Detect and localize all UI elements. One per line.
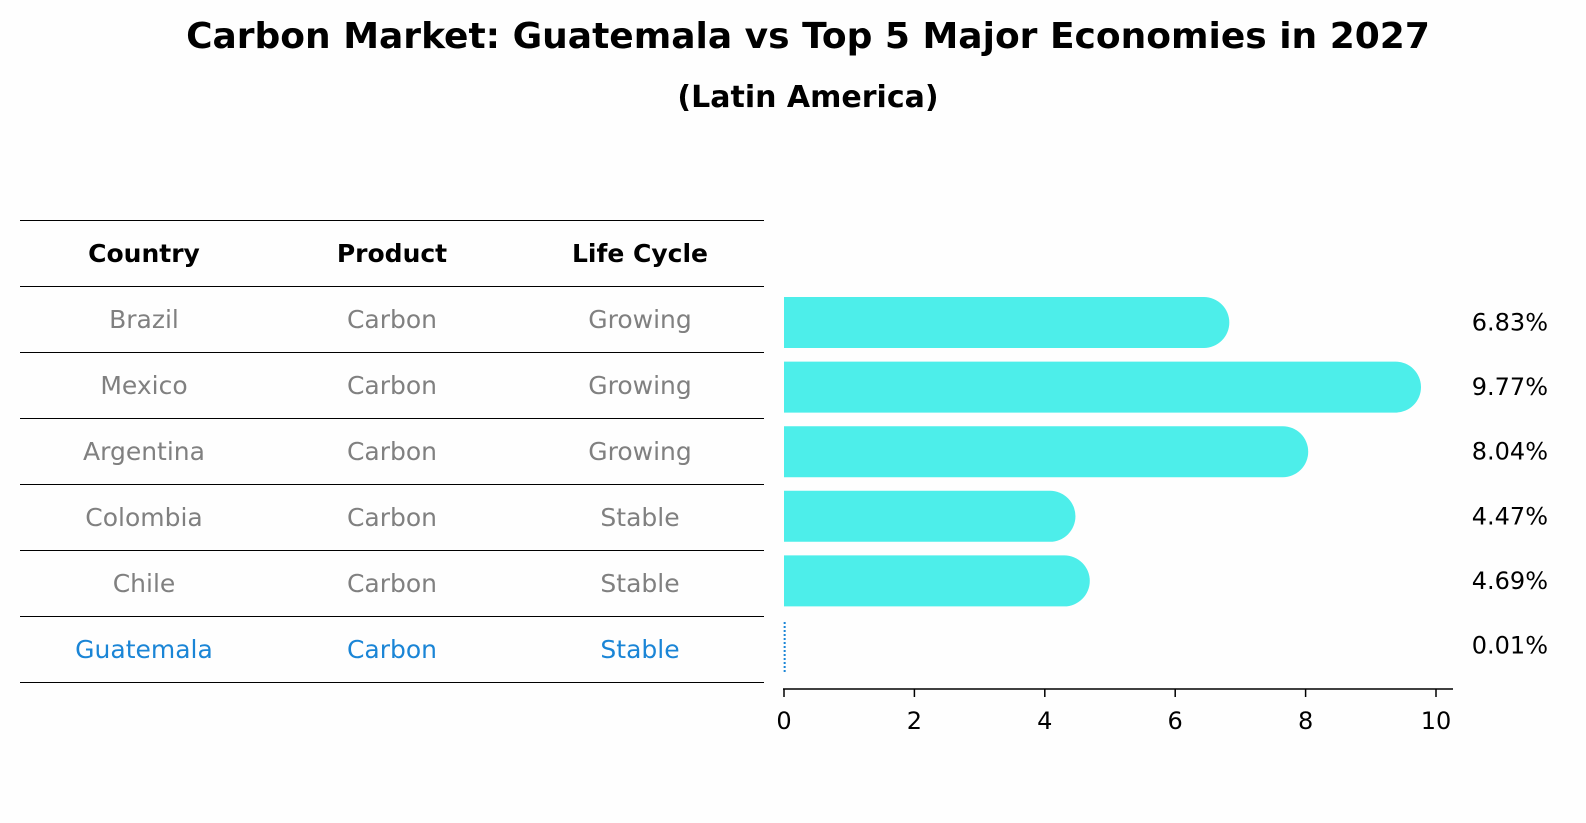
header-country: Country bbox=[88, 239, 200, 268]
table-row: Brazil Carbon Growing bbox=[20, 286, 764, 352]
bar-chile bbox=[784, 555, 1090, 607]
cell-product: Carbon bbox=[346, 437, 438, 466]
table-row-highlighted: Guatemala Carbon Stable bbox=[20, 616, 764, 683]
cell-country: Mexico bbox=[100, 371, 188, 400]
bar-brazil bbox=[784, 297, 1230, 348]
cell-product: Carbon bbox=[346, 569, 438, 598]
value-label: 9.77% bbox=[1472, 373, 1548, 401]
cell-life-cycle: Stable bbox=[600, 569, 680, 598]
table-header-row: Country Product Life Cycle bbox=[20, 220, 764, 286]
cell-life-cycle: Stable bbox=[600, 635, 680, 664]
cell-country: Argentina bbox=[83, 437, 205, 466]
cell-country: Guatemala bbox=[75, 635, 213, 664]
table-row: Argentina Carbon Growing bbox=[20, 418, 764, 484]
chart-subtitle: (Latin America) bbox=[677, 80, 939, 115]
cell-product: Carbon bbox=[346, 305, 438, 334]
bar-mexico bbox=[784, 361, 1422, 413]
cell-life-cycle: Stable bbox=[600, 503, 680, 532]
value-label: 8.04% bbox=[1472, 438, 1548, 466]
table-row: Chile Carbon Stable bbox=[20, 550, 764, 616]
table-row: Mexico Carbon Growing bbox=[20, 352, 764, 418]
cell-product: Carbon bbox=[346, 635, 438, 664]
value-label: 0.01% bbox=[1472, 632, 1548, 660]
cell-life-cycle: Growing bbox=[588, 437, 692, 466]
table-row: Colombia Carbon Stable bbox=[20, 484, 764, 550]
x-tick-label: 4 bbox=[1037, 707, 1052, 735]
cell-product: Carbon bbox=[346, 503, 438, 532]
x-tick-label: 8 bbox=[1298, 707, 1313, 735]
cell-product: Carbon bbox=[346, 371, 438, 400]
value-label: 4.69% bbox=[1472, 567, 1548, 595]
value-label: 6.83% bbox=[1472, 309, 1548, 337]
x-tick-label: 2 bbox=[907, 707, 922, 735]
value-label: 4.47% bbox=[1472, 502, 1548, 530]
header-product: Product bbox=[336, 239, 448, 268]
bar-colombia bbox=[784, 490, 1076, 542]
data-table: Country Product Life Cycle Brazil Carbon… bbox=[20, 220, 764, 683]
cell-life-cycle: Growing bbox=[588, 305, 692, 334]
cell-life-cycle: Growing bbox=[588, 371, 692, 400]
x-tick-label: 10 bbox=[1421, 707, 1452, 735]
header-life-cycle: Life Cycle bbox=[571, 239, 709, 268]
cell-country: Colombia bbox=[85, 503, 203, 532]
chart-title: Carbon Market: Guatemala vs Top 5 Major … bbox=[186, 16, 1430, 57]
cell-country: Chile bbox=[112, 569, 176, 598]
cell-country: Brazil bbox=[109, 305, 179, 334]
bar-argentina bbox=[784, 426, 1309, 478]
x-tick-label: 6 bbox=[1168, 707, 1183, 735]
x-tick-label: 0 bbox=[776, 707, 791, 735]
